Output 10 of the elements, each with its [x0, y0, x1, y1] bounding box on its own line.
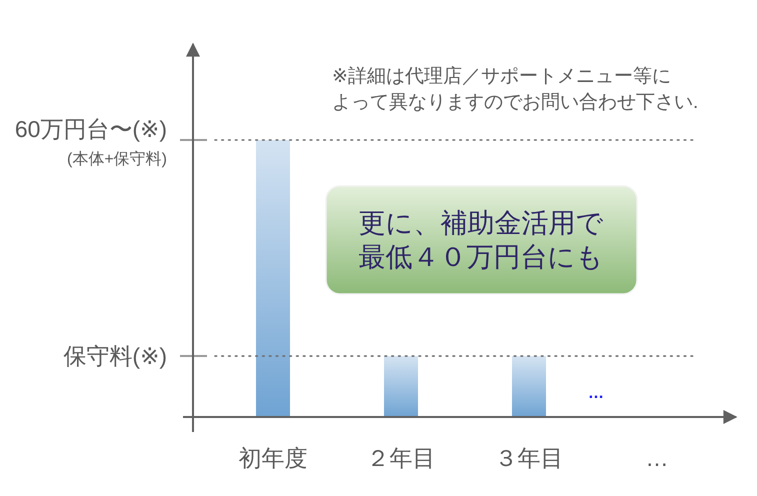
annotation: 更に、補助金活用で最低４０万円台にも — [325, 185, 638, 295]
x-tick-label: ３年目 — [494, 445, 564, 471]
annotation: ※詳細は代理店／サポートメニュー等によって異なりますのでお問い合わせ下さい. — [332, 66, 698, 113]
annotation: 更に、補助金活用で最低４０万円台にも — [358, 208, 604, 272]
x-tick-label: … — [646, 445, 668, 471]
ref-line-label: 保守料(※) — [63, 343, 167, 370]
ref-line-label: 60万円台〜(※) (本体+保守料) — [14, 116, 167, 168]
x-tick-label: 初年度 — [238, 445, 308, 471]
x-tick-label: ２年目 — [366, 445, 436, 471]
annotation: … — [588, 385, 604, 402]
